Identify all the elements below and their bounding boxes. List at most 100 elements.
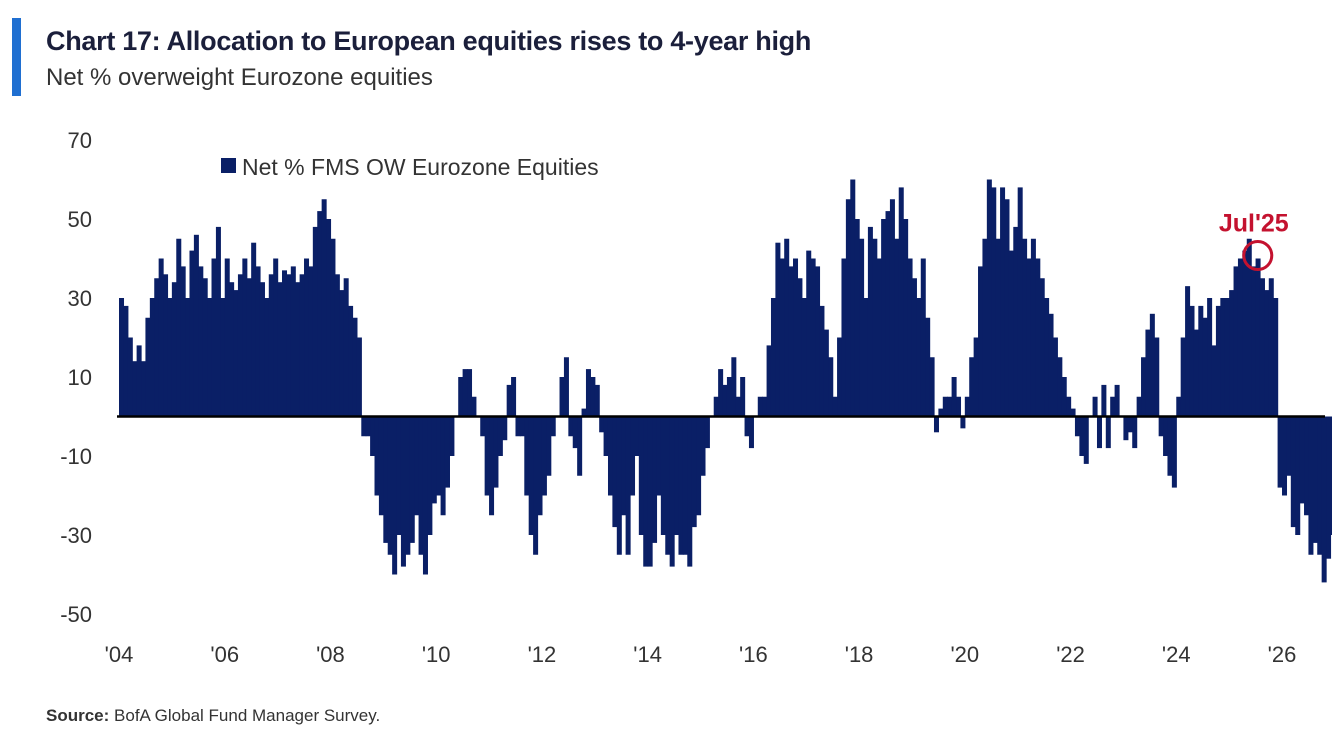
bar (242, 258, 248, 417)
bar (1321, 416, 1327, 583)
bar (334, 274, 340, 417)
bar (264, 298, 270, 417)
bar (1202, 317, 1208, 417)
bar (969, 357, 975, 417)
bar (431, 416, 437, 504)
bar (312, 226, 318, 417)
x-axis-tick-labels: '04 '06 '08 '10 '12 '14 '16 '18 '20 '22 '24 '26 (105, 642, 1297, 667)
bar (167, 298, 173, 417)
bar (1083, 416, 1089, 464)
bar (427, 416, 433, 535)
bar (304, 258, 310, 417)
y-tick-label: 10 (68, 365, 92, 390)
bar (951, 377, 957, 417)
bar (1282, 416, 1288, 496)
bar (603, 416, 609, 456)
bar (519, 416, 525, 437)
bar (546, 416, 552, 476)
bar (1057, 357, 1063, 417)
bar (1154, 337, 1160, 417)
bar (911, 278, 917, 417)
bar (123, 305, 129, 417)
x-tick-label: '26 (1268, 642, 1297, 667)
y-tick-label: 30 (68, 286, 92, 311)
bar (1070, 408, 1076, 417)
bar (326, 219, 332, 417)
bar (1066, 396, 1072, 417)
bar (493, 416, 499, 488)
bar (612, 416, 618, 528)
bar (528, 416, 534, 535)
bar (559, 377, 565, 417)
bar (1163, 416, 1169, 456)
chart-subtitle: Net % overweight Eurozone equities (46, 64, 433, 91)
bar (828, 357, 834, 417)
bar (1317, 416, 1323, 555)
x-tick-label: '10 (422, 642, 451, 667)
bar (933, 416, 939, 433)
bar (154, 278, 160, 417)
bar (361, 416, 367, 437)
bar (665, 416, 671, 555)
bar (449, 416, 455, 456)
bar (163, 274, 169, 417)
bar (400, 416, 406, 567)
bar (1211, 345, 1217, 417)
y-tick-label: -50 (60, 602, 92, 627)
bar (524, 416, 530, 496)
bar (255, 266, 261, 417)
bar (286, 274, 292, 417)
bar (396, 416, 402, 535)
bar (872, 238, 878, 417)
bar (1304, 416, 1310, 516)
bar (779, 258, 785, 417)
bar (889, 199, 895, 417)
bar (348, 305, 354, 417)
bar (876, 258, 882, 417)
bar (317, 211, 323, 417)
bar (215, 226, 221, 417)
bar (365, 416, 371, 437)
bar (898, 187, 904, 417)
bar (356, 337, 362, 417)
bar (625, 416, 631, 555)
bar (757, 396, 763, 417)
bar (674, 416, 680, 535)
bar (964, 396, 970, 417)
bar (189, 250, 195, 417)
bar (467, 369, 473, 417)
y-tick-label: -30 (60, 523, 92, 548)
bar (1246, 238, 1252, 417)
source-note: Source: BofA Global Fund Manager Survey. (46, 706, 380, 726)
bar (193, 234, 199, 417)
bar (1101, 384, 1107, 417)
bar (678, 416, 684, 555)
bar (537, 416, 543, 516)
bar (1198, 305, 1204, 417)
bar (141, 361, 147, 417)
bar (1061, 377, 1067, 417)
bar (1220, 298, 1226, 417)
bar (1145, 329, 1151, 417)
bar (378, 416, 384, 516)
bar (1008, 250, 1014, 417)
bar (1141, 357, 1147, 417)
bar (440, 416, 446, 516)
x-tick-label: '24 (1162, 642, 1191, 667)
bar (185, 298, 191, 417)
bar (590, 377, 596, 417)
bar (1312, 416, 1318, 543)
bar (766, 345, 772, 417)
bar (819, 305, 825, 417)
x-tick-label: '14 (633, 642, 662, 667)
bar (1180, 337, 1186, 417)
bar (956, 396, 962, 417)
bar (621, 416, 627, 516)
bar (268, 274, 274, 417)
x-tick-label: '06 (210, 642, 239, 667)
bar (387, 416, 393, 555)
bar (1295, 416, 1301, 535)
bar (471, 396, 477, 417)
bar (885, 211, 891, 417)
bar (585, 369, 591, 417)
